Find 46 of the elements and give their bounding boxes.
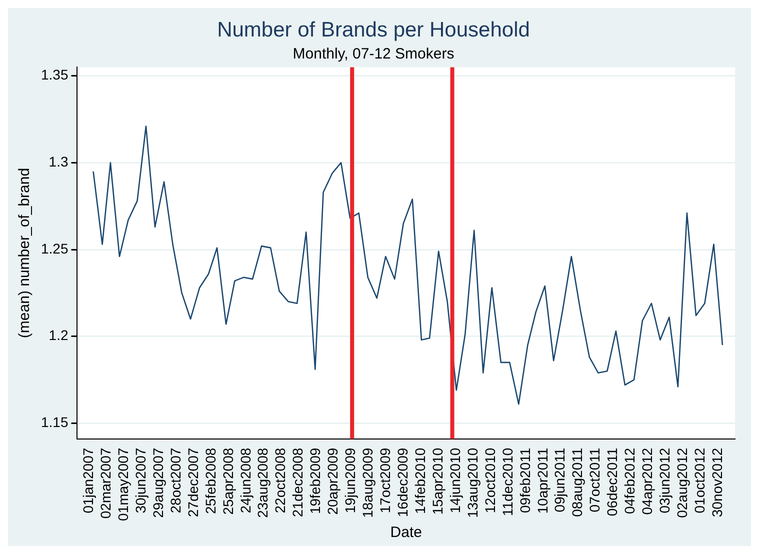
x-tick-label: 21dec2008 [290, 448, 306, 518]
x-tick-label: 19jun2009 [342, 448, 358, 514]
x-tick-label: 09jun2011 [552, 448, 568, 512]
x-tick-label: 25feb2008 [202, 448, 218, 514]
x-tick-label: 20apr2009 [324, 448, 341, 515]
y-axis-title: (mean) number_of_brand [16, 168, 34, 338]
y-tick-label: 1.2 [48, 327, 68, 344]
y-tick-label: 1.3 [48, 154, 68, 170]
x-tick-label: 28oct2007 [167, 448, 184, 514]
chart-subtitle: Monthly, 07-12 Smokers [292, 45, 454, 62]
x-tick-label: 08aug2011 [569, 448, 586, 517]
x-tick-label: 14jun2010 [446, 448, 463, 514]
x-tick-label: 06dec2011 [604, 448, 620, 516]
x-tick-label: 02aug2012 [674, 448, 690, 518]
x-tick-label: 15apr2010 [429, 448, 446, 515]
x-tick-label: 22oct2008 [272, 448, 288, 514]
x-axis-title: Date [390, 524, 422, 542]
x-tick-label: 30nov2012 [708, 448, 725, 518]
x-tick-label: 14feb2010 [412, 448, 428, 514]
x-tick-label: 09feb2011 [516, 448, 533, 513]
x-tick-label: 04apr2012 [639, 448, 656, 515]
x-tick-label: 07oct2011 [586, 448, 603, 512]
x-tick-label: 04feb2012 [622, 448, 638, 514]
x-tick-label: 16dec2009 [394, 448, 411, 518]
x-tick-label: 27dec2007 [184, 448, 201, 518]
y-tick-label: 1.35 [41, 66, 68, 83]
x-tick-label: 23aug2008 [254, 448, 271, 518]
x-tick-label: 30jun2007 [132, 448, 148, 514]
x-tick-label: 01oct2012 [692, 448, 708, 514]
x-tick-label: 11dec2010 [499, 448, 516, 516]
x-tick-label: 24jun2008 [237, 448, 254, 514]
x-tick-label: 19feb2009 [307, 448, 324, 514]
chart-title: Number of Brands per Household [217, 18, 530, 42]
x-tick-label: 10apr2011 [534, 448, 550, 514]
x-tick-label: 17oct2009 [377, 448, 394, 514]
x-tick-label: 25apr2008 [220, 448, 236, 515]
x-tick-label: 02mar2007 [98, 448, 114, 519]
y-tick-label: 1.25 [41, 240, 68, 256]
x-tick-label: 29aug2007 [150, 448, 166, 518]
x-tick-label: 13aug2010 [464, 448, 480, 518]
x-tick-label: 03jun2012 [656, 448, 673, 514]
x-tick-label: 18aug2009 [360, 448, 376, 518]
x-tick-label: 01jan2007 [80, 448, 96, 514]
x-tick-label: 01may2007 [114, 448, 131, 522]
x-tick-label: 12oct2010 [482, 448, 498, 514]
y-tick-label: 1.15 [41, 414, 68, 430]
